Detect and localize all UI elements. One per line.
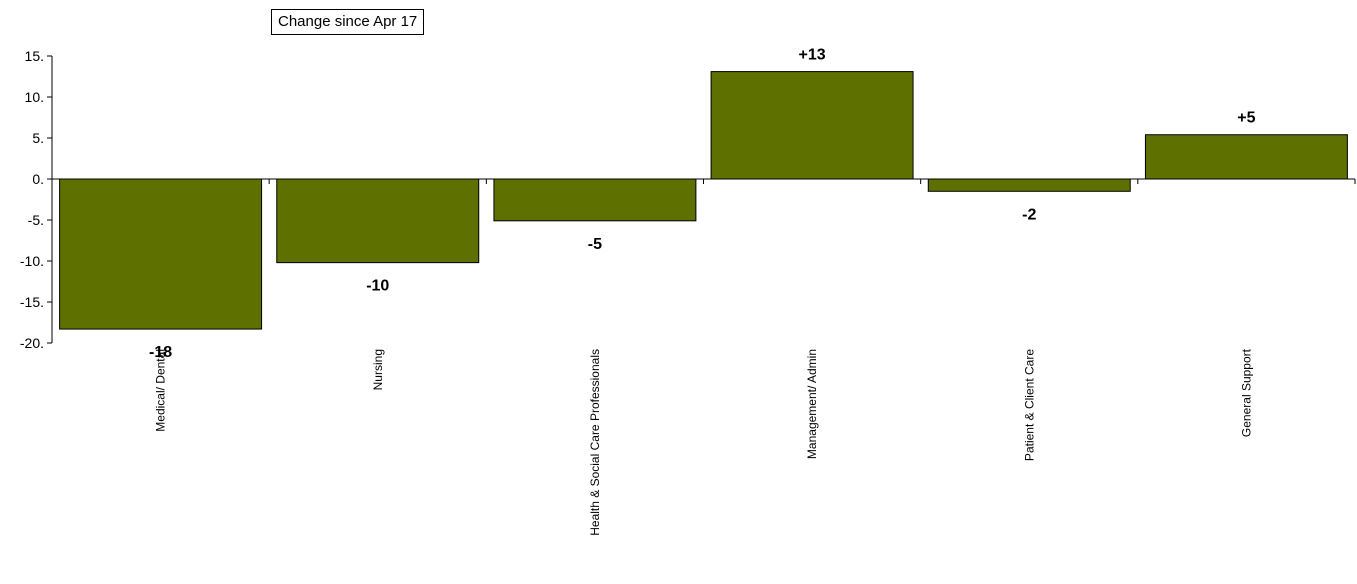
y-tick-label: -20. [20,335,44,351]
chart-legend: Change since Apr 17 [271,9,425,35]
x-category-label: Health & Social Care Professionals [588,349,602,536]
data-label: -18 [149,344,172,361]
data-label: -10 [366,278,389,295]
bar [59,178,263,330]
bar [1144,134,1348,180]
x-category-label: General Support [1239,348,1253,437]
y-tick-label: 15. [25,48,44,64]
y-tick-label: -5. [28,212,44,228]
x-category-label: Medical/ Dental [154,349,168,432]
data-label: +5 [1237,110,1255,127]
data-label: +13 [799,47,826,64]
data-label: -2 [1022,206,1036,223]
x-axis: Medical/ Dental Nursing Health & Social Ca… [51,178,1356,536]
data-labels: -18 -10 -5 +13 -2 +5 [149,47,1256,361]
y-axis: 15. 10. 5. 0. -5. -10. -15. -20. [20,48,53,351]
x-category-label: Patient & Client Care [1022,349,1036,461]
y-tick-label: 0. [32,171,44,187]
y-tick-label: 10. [25,89,44,105]
y-tick-label: 5. [32,130,44,146]
x-category-label: Nursing [371,349,385,390]
bar [710,71,914,180]
bars [59,71,1348,330]
bar [493,178,697,222]
y-tick-label: -10. [20,253,44,269]
bar [276,178,480,264]
data-label: -5 [588,236,602,253]
x-category-label: Management/ Admin [805,349,819,459]
bar [927,178,1131,192]
y-tick-label: -15. [20,294,44,310]
